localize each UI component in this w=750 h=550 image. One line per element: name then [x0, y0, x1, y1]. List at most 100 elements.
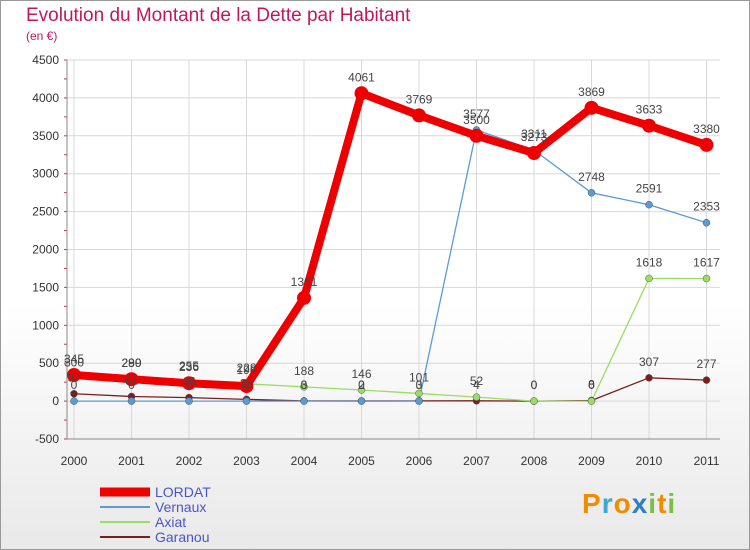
data-label-vernaux: 0: [301, 378, 308, 392]
logo-letter: P: [582, 488, 602, 519]
data-label-vernaux: 2591: [636, 182, 663, 196]
y-tick-label: 4000: [32, 91, 59, 105]
data-point-vernaux: [587, 189, 596, 197]
data-label-garanou: 2: [358, 378, 365, 392]
data-point-axiat: [300, 383, 308, 391]
data-label-garanou: 3: [301, 378, 308, 392]
y-tick-label: 1000: [32, 318, 59, 332]
data-point-lordat: [584, 100, 599, 115]
data-label-axiat: 300: [64, 355, 84, 369]
data-point-lordat: [699, 137, 714, 152]
logo-letter: i: [667, 488, 677, 519]
data-label-axiat: 101: [409, 370, 429, 384]
data-label-vernaux: 2748: [578, 170, 605, 184]
data-point-garanou: [645, 374, 653, 382]
data-label-lordat: 345: [64, 352, 84, 366]
data-point-lordat: [469, 128, 484, 143]
logo-letter: i: [648, 488, 658, 519]
legend-label-axiat: Axiat: [155, 514, 186, 530]
data-label-lordat: 3869: [578, 85, 605, 99]
logo-letter: t: [657, 488, 668, 519]
data-label-garanou: 61: [125, 373, 139, 387]
data-label-axiat: 0: [531, 378, 538, 392]
data-label-vernaux: 0: [358, 378, 365, 392]
data-point-vernaux: [645, 200, 653, 209]
x-tick-label: 2006: [406, 454, 433, 468]
x-tick-label: 2010: [636, 454, 663, 468]
data-label-axiat: 52: [470, 374, 484, 388]
data-point-vernaux: [702, 218, 711, 227]
data-label-axiat: 228: [236, 361, 256, 375]
data-label-garanou: 23: [240, 376, 254, 390]
y-tick-label: -500: [35, 432, 59, 446]
data-point-lordat: [642, 118, 656, 133]
y-tick-label: 4500: [32, 53, 59, 67]
x-tick-label: 2009: [578, 454, 605, 468]
logo-letter: x: [631, 488, 649, 519]
data-point-lordat: [67, 367, 81, 382]
data-point-axiat: [357, 386, 366, 394]
y-tick-label: 0: [52, 394, 59, 408]
data-label-garanou: 46: [182, 375, 196, 389]
x-tick-label: 2000: [61, 454, 88, 468]
series-line-vernaux: [74, 129, 707, 402]
data-label-garanou: 0: [531, 378, 538, 392]
data-label-garanou: 307: [639, 355, 659, 369]
data-point-axiat: [472, 393, 481, 401]
data-point-lordat: [124, 372, 139, 387]
logo-letter: r: [601, 488, 614, 519]
data-point-lordat: [182, 376, 196, 391]
legend-label-garanou: Garanou: [155, 529, 209, 545]
x-tick-label: 2007: [463, 454, 490, 468]
data-label-vernaux: 0: [128, 378, 135, 392]
data-label-lordat: 289: [121, 356, 141, 370]
data-label-garanou: 8: [588, 377, 595, 391]
data-label-vernaux: 3311: [521, 127, 547, 141]
data-label-lordat: 4061: [348, 70, 375, 84]
data-point-axiat: [645, 274, 653, 283]
data-point-lordat: [412, 108, 426, 123]
data-point-axiat: [530, 397, 538, 405]
data-label-lordat: 1361: [291, 275, 318, 289]
proxiti-logo: Proxiti: [582, 488, 676, 520]
x-tick-label: 2008: [521, 454, 548, 468]
data-label-garanou: 4: [473, 378, 480, 392]
y-tick-label: 2000: [32, 243, 59, 257]
y-tick-label: 500: [39, 356, 59, 370]
data-label-lordat: 3633: [636, 103, 663, 117]
x-tick-label: 2002: [176, 454, 203, 468]
chart-title: Evolution du Montant de la Dette par Hab…: [26, 5, 411, 26]
y-tick-label: 2500: [32, 205, 59, 219]
series-line-lordat: [73, 89, 708, 391]
x-tick-label: 2005: [348, 454, 375, 468]
data-label-lordat: 3380: [693, 122, 720, 136]
data-label-axiat: 255: [179, 359, 199, 373]
data-label-vernaux: 0: [243, 378, 250, 392]
y-tick-label: 3000: [32, 167, 59, 181]
data-label-axiat: 1617: [693, 256, 720, 270]
data-label-lordat: 3500: [463, 113, 490, 127]
data-label-lordat: 198: [236, 363, 256, 377]
data-point-axiat: [587, 397, 596, 405]
series-lines: [73, 89, 708, 402]
data-label-lordat: 3769: [406, 92, 433, 106]
data-point-lordat: [297, 290, 311, 305]
data-label-vernaux: 0: [71, 378, 78, 392]
axes: -500050010001500200025003000350040004500…: [32, 53, 720, 468]
x-tick-label: 2011: [694, 454, 720, 468]
data-point-vernaux: [127, 397, 136, 405]
legend-label-lordat: LORDAT: [155, 484, 211, 500]
data-label-garanou: 3: [416, 378, 423, 392]
data-point-vernaux: [242, 397, 251, 405]
data-point-axiat: [415, 389, 423, 398]
data-point-vernaux: [70, 397, 78, 405]
y-tick-label: 3500: [32, 129, 59, 143]
data-label-garanou: 277: [696, 357, 716, 371]
data-label-garanou: 97: [67, 371, 81, 385]
data-label-axiat: 1618: [636, 255, 663, 269]
data-point-vernaux: [357, 397, 366, 405]
data-point-vernaux: [185, 397, 193, 405]
